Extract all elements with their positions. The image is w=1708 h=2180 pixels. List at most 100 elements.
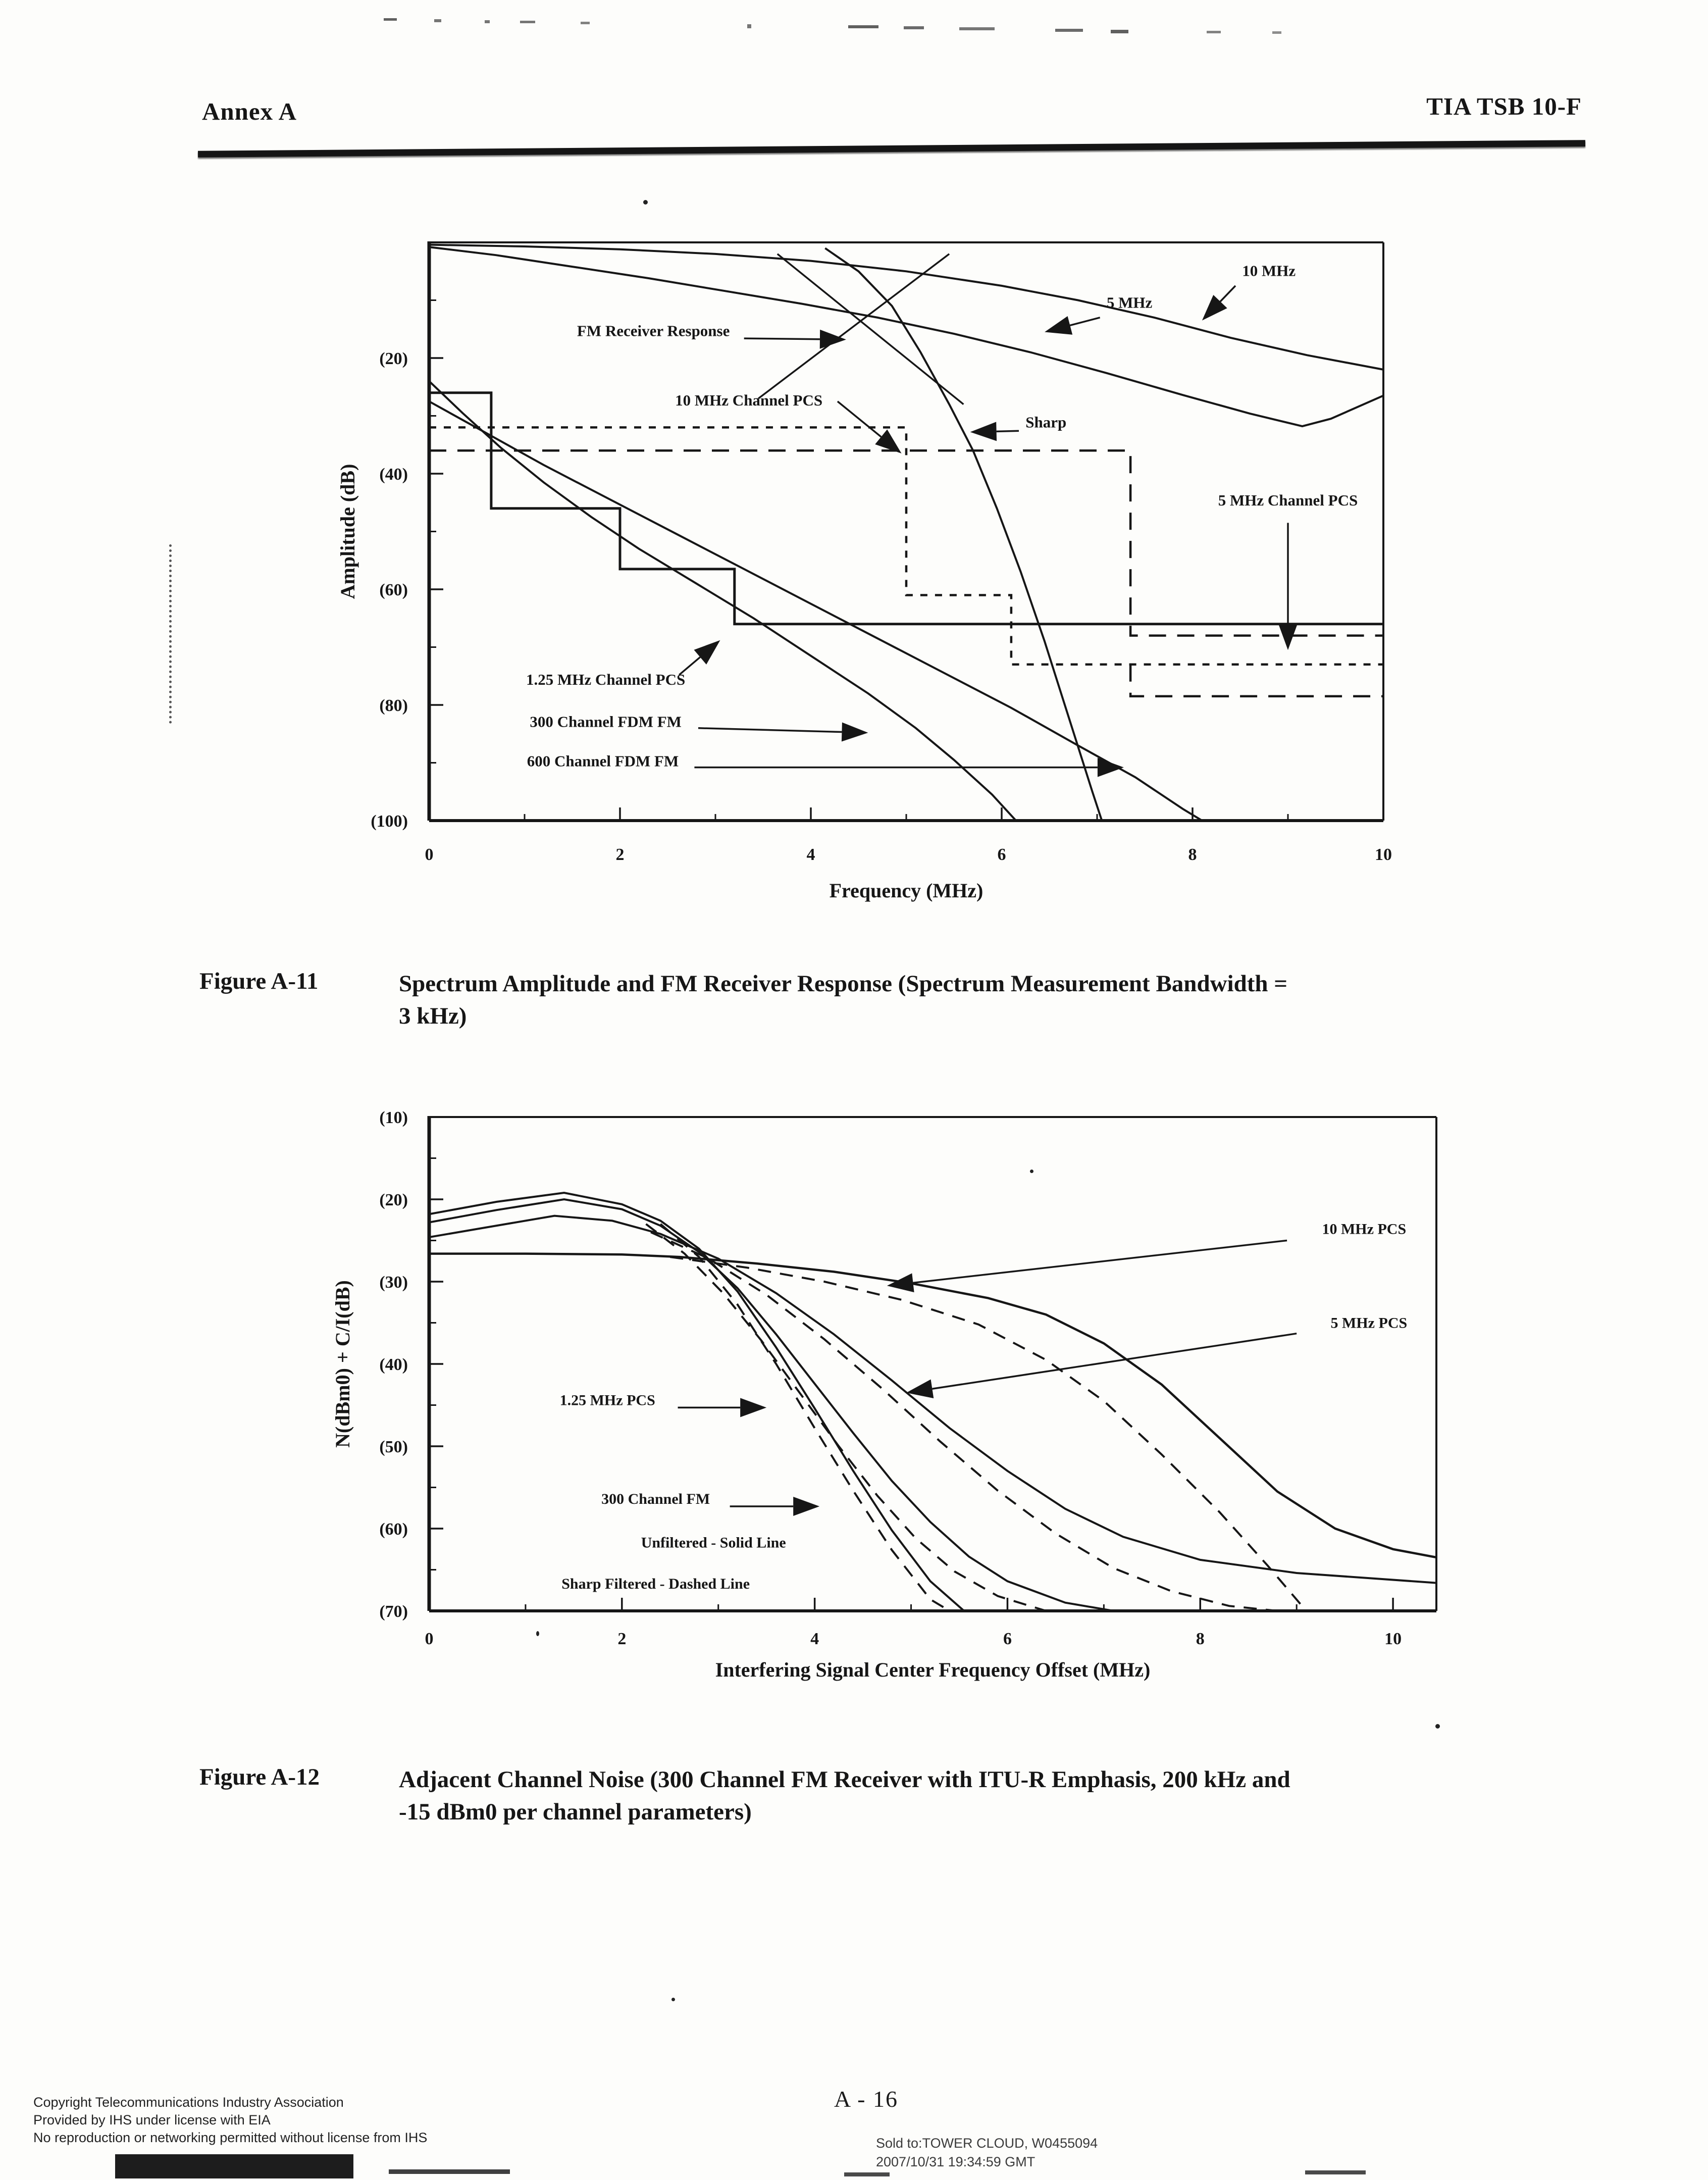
annotation-arrowhead: [740, 1398, 767, 1417]
scan-dot: [643, 200, 648, 205]
series-sharp-filtered-spectrum: [824, 247, 1103, 820]
chart-annotation: Sharp: [1025, 413, 1066, 431]
scan-noise-dash: [1272, 31, 1281, 34]
y-tick-label: (50): [379, 1438, 408, 1456]
x-tick-label: 0: [425, 1630, 434, 1648]
x-tick-label: 8: [1188, 845, 1197, 864]
series-300-channel-fm-sharp-filtered: [659, 1223, 950, 1610]
y-tick-label: (60): [379, 581, 408, 599]
series-1-25-mhz-pcs-unfiltered: [430, 1198, 1114, 1610]
y-tick-label: (60): [379, 1520, 408, 1539]
series-fm-receiver-response-line-b: [777, 253, 964, 405]
scan-noise-dash: [959, 27, 995, 30]
series-5-mhz-channel-pcs-mask-lower: [1129, 664, 1383, 698]
x-axis-title: Interfering Signal Center Frequency Offs…: [715, 1658, 1151, 1681]
y-tick-label: (70): [379, 1602, 408, 1621]
figure-a12-label: Figure A-12: [199, 1764, 320, 1790]
x-tick-label: 8: [1196, 1630, 1205, 1648]
x-tick-label: 2: [616, 845, 625, 864]
scan-noise-dash: [1207, 31, 1221, 33]
annotation-arrowhead: [841, 722, 868, 742]
header-document-number: TIA TSB 10-F: [1426, 92, 1582, 120]
x-tick-label: 10: [1375, 845, 1392, 864]
annotation-arrowhead: [875, 429, 902, 453]
header-annex-label: Annex A: [202, 97, 297, 125]
figure-a11-caption-line1: Spectrum Amplitude and FM Receiver Respo…: [399, 971, 1288, 997]
x-tick-label: 6: [998, 845, 1006, 864]
y-tick-label: (100): [371, 812, 408, 831]
scan-noise-dash: [1111, 30, 1128, 33]
sold-to-line: Sold to:TOWER CLOUD, W0455094: [876, 2136, 1098, 2151]
x-tick-label: 6: [1003, 1630, 1012, 1648]
scan-dot: [671, 1998, 675, 2001]
figure-a11-chart: 0 2 4 6 8 10 (20) (40) (60) (80) (100) Frequency (M…: [336, 241, 1392, 902]
figure-a11-caption: Spectrum Amplitude and FM Receiver Respo…: [399, 968, 1580, 1032]
scan-noise-dash: [747, 24, 751, 28]
annotation-arrowhead: [906, 1379, 934, 1399]
y-tick-label: (40): [379, 1355, 408, 1374]
series-10-mhz-channel-pcs-mask: [430, 426, 1383, 666]
series-600-channel-fdm-fm-spectrum: [430, 400, 1203, 820]
scan-noise-dash: [848, 25, 878, 28]
chart-annotation: 5 MHz Channel PCS: [1218, 491, 1358, 509]
y-axis-title: N(dBm0) + C/I(dB): [331, 1280, 354, 1448]
y-tick-label: (30): [379, 1273, 408, 1292]
scan-noise-dash: [485, 20, 490, 23]
scan-smudge: [389, 2169, 510, 2174]
chart-annotation: 5 MHz PCS: [1331, 1314, 1408, 1331]
scan-noise-dash: [520, 21, 535, 23]
annotation-arrowhead: [1202, 294, 1227, 321]
annotation-arrowhead: [694, 640, 720, 665]
x-axis-title: Frequency (MHz): [830, 879, 984, 902]
x-tick-label: 2: [617, 1630, 626, 1648]
x-tick-label: 4: [807, 845, 815, 864]
no-reproduction-line: No reproduction or networking permitted …: [33, 2130, 428, 2145]
chart-annotation: 1.25 MHz PCS: [560, 1392, 655, 1409]
annotation-arrowhead: [887, 1273, 914, 1293]
series-fm-receiver-response-line-a: [758, 253, 950, 399]
chart-annotation: Unfiltered - Solid Line: [641, 1534, 786, 1551]
y-axis-title: Amplitude (dB): [336, 464, 359, 599]
chart-annotation: FM Receiver Response: [577, 322, 730, 339]
scan-noise-dash: [581, 22, 590, 24]
x-tick-label: 4: [810, 1630, 819, 1648]
figure-a11-caption-line2: 3 kHz): [399, 1003, 467, 1029]
chart-annotation: 10 MHz PCS: [1322, 1221, 1406, 1237]
chart-annotation: 300 Channel FDM FM: [530, 713, 682, 731]
provided-by-line: Provided by IHS under license with EIA: [33, 2112, 271, 2127]
chart-annotation: 5 MHz: [1107, 293, 1153, 311]
figure-a12-caption: Adjacent Channel Noise (300 Channel FM R…: [399, 1763, 1580, 1828]
figure-a12-caption-line2: -15 dBm0 per channel parameters): [399, 1799, 752, 1825]
scan-noise-dash: [904, 26, 924, 29]
figure-a11-label: Figure A-11: [199, 968, 319, 994]
copyright-line: Copyright Telecommunications Industry As…: [33, 2095, 344, 2110]
scan-noise-dash: [384, 18, 397, 21]
annotation-arrowhead: [819, 329, 846, 349]
y-tick-label: (20): [379, 349, 408, 368]
chart-annotation: 600 Channel FDM FM: [527, 752, 679, 770]
annotation-arrowhead: [970, 422, 997, 441]
sold-to-stamp: Sold to:TOWER CLOUD, W0455094 2007/10/31…: [876, 2134, 1098, 2171]
chart-annotation: 1.25 MHz Channel PCS: [526, 671, 685, 688]
scan-dot: [1030, 1170, 1033, 1173]
annotation-arrowhead: [1278, 624, 1298, 650]
chart-annotation: 10 MHz Channel PCS: [675, 391, 822, 409]
annotation-arrowhead: [793, 1496, 820, 1516]
scan-dot: [1435, 1724, 1440, 1729]
chart-annotation: 10 MHz: [1242, 262, 1296, 279]
y-tick-label: (10): [379, 1108, 408, 1127]
series-5-mhz-channel-pcs-mask: [430, 449, 1383, 637]
series-10-mhz-pcs-unfiltered: [430, 1252, 1437, 1559]
series-1-25-mhz-pcs-sharp-filtered: [645, 1223, 1047, 1610]
figure-a12-caption-line1: Adjacent Channel Noise (300 Channel FM R…: [399, 1766, 1290, 1793]
series-5-mhz-spectrum: [430, 246, 1384, 428]
y-tick-label: (20): [379, 1191, 408, 1209]
scan-noise-dash: [434, 19, 441, 22]
sold-timestamp-line: 2007/10/31 19:34:59 GMT: [876, 2154, 1036, 2169]
scan-smudge: [1305, 2170, 1366, 2174]
chart-annotation: Sharp Filtered - Dashed Line: [561, 1576, 750, 1592]
x-tick-label: 10: [1384, 1630, 1402, 1648]
scan-smudge: [844, 2172, 890, 2176]
annotation-arrowhead: [1045, 316, 1073, 335]
